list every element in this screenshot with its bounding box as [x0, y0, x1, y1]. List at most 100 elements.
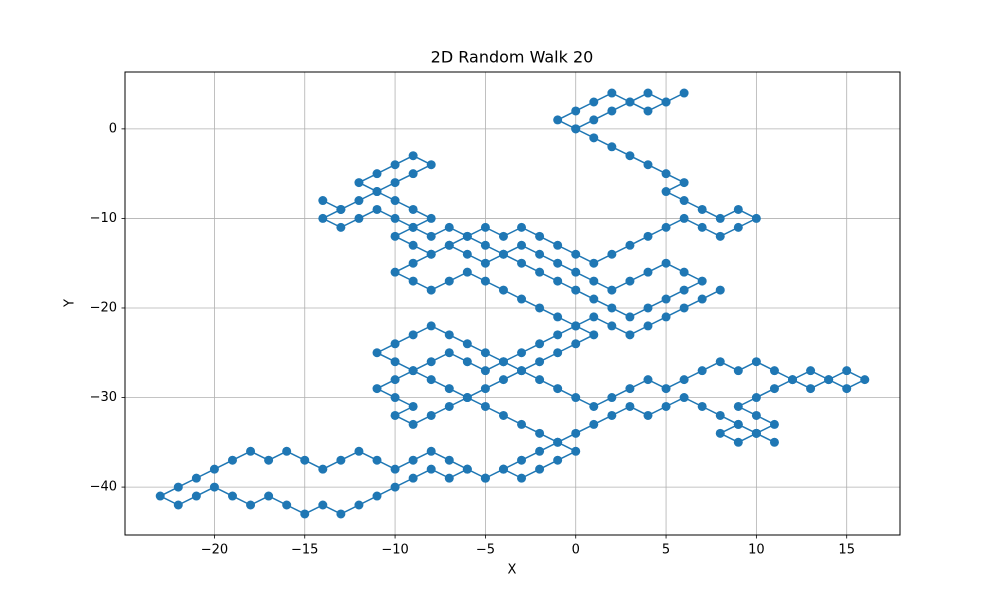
walk-point	[354, 213, 364, 223]
walk-point	[390, 482, 400, 492]
walk-point	[390, 357, 400, 367]
walk-point	[751, 428, 761, 438]
walk-point	[553, 437, 563, 447]
walk-point	[589, 133, 599, 143]
walk-point	[715, 357, 725, 367]
walk-point	[480, 276, 490, 286]
walk-point	[806, 384, 816, 394]
walk-point	[318, 196, 328, 206]
walk-point	[426, 410, 436, 420]
walk-point	[426, 213, 436, 223]
walk-point	[535, 231, 545, 241]
walk-point	[390, 339, 400, 349]
walk-point	[625, 240, 635, 250]
walk-point	[697, 276, 707, 286]
walk-point	[607, 249, 617, 259]
walk-point	[426, 249, 436, 259]
walk-point	[715, 428, 725, 438]
walk-point	[354, 178, 364, 188]
walk-point	[408, 473, 418, 483]
walk-point	[318, 500, 328, 510]
x-tick-label: −20	[201, 543, 228, 558]
walk-point	[354, 500, 364, 510]
walk-point	[336, 509, 346, 519]
x-tick-label: 15	[838, 543, 855, 558]
y-tick-label: −10	[90, 211, 117, 226]
walk-point	[751, 213, 761, 223]
walk-point	[517, 240, 527, 250]
walk-point	[462, 249, 472, 259]
walk-point	[697, 366, 707, 376]
walk-point	[661, 97, 671, 107]
walk-point	[679, 267, 689, 277]
walk-point	[571, 249, 581, 259]
walk-point	[480, 473, 490, 483]
walk-point	[589, 419, 599, 429]
walk-point	[462, 393, 472, 403]
walk-point	[733, 204, 743, 214]
walk-point	[408, 151, 418, 161]
walk-point	[769, 366, 779, 376]
walk-point	[607, 410, 617, 420]
walk-point	[697, 401, 707, 411]
walk-point	[625, 384, 635, 394]
walk-point	[715, 231, 725, 241]
walk-point	[788, 375, 798, 385]
walk-point	[553, 276, 563, 286]
walk-point	[372, 348, 382, 358]
axes-frame	[124, 71, 901, 536]
walk-point	[155, 491, 165, 501]
walk-point	[408, 366, 418, 376]
walk-point	[354, 446, 364, 456]
walk-point	[679, 393, 689, 403]
walk-point	[589, 97, 599, 107]
walk-point	[769, 384, 779, 394]
walk-point	[679, 213, 689, 223]
walk-point	[354, 196, 364, 206]
walk-point	[553, 115, 563, 125]
walk-point	[824, 375, 834, 385]
walk-point	[444, 222, 454, 232]
walk-point	[661, 222, 671, 232]
walk-point	[318, 213, 328, 223]
walk-point	[480, 348, 490, 358]
walk-point	[571, 285, 581, 295]
walk-point	[643, 321, 653, 331]
walk-point	[643, 267, 653, 277]
walk-point	[643, 410, 653, 420]
walk-point	[300, 455, 310, 465]
walk-point	[733, 366, 743, 376]
walk-point	[553, 312, 563, 322]
walk-point	[589, 115, 599, 125]
walk-point	[553, 384, 563, 394]
walk-point	[498, 410, 508, 420]
walk-point	[498, 285, 508, 295]
walk-point	[697, 222, 707, 232]
walk-point	[390, 375, 400, 385]
walk-point	[390, 178, 400, 188]
walk-point	[282, 446, 292, 456]
x-tick-label: −5	[476, 543, 495, 558]
walk-point	[751, 410, 761, 420]
y-tick-label: −40	[90, 480, 117, 495]
walk-point	[209, 482, 219, 492]
walk-point	[444, 401, 454, 411]
walk-point	[571, 446, 581, 456]
walk-point	[571, 267, 581, 277]
walk-point	[715, 285, 725, 295]
walk-point	[535, 303, 545, 313]
x-tick-label: −15	[291, 543, 318, 558]
walk-point	[643, 88, 653, 98]
walk-point	[498, 357, 508, 367]
walk-point	[408, 455, 418, 465]
walk-point	[191, 473, 201, 483]
walk-point	[751, 393, 761, 403]
walk-point	[480, 384, 490, 394]
walk-point	[462, 339, 472, 349]
walk-point	[625, 330, 635, 340]
x-tick-label: 0	[572, 543, 580, 558]
walk-point	[480, 258, 490, 268]
walk-point	[625, 151, 635, 161]
walk-point	[733, 419, 743, 429]
